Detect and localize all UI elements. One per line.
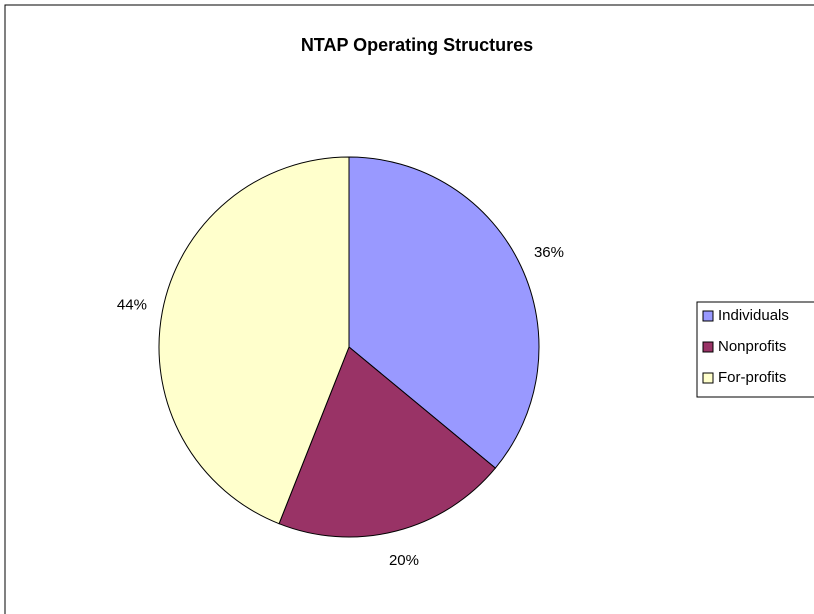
legend-label: Individuals — [718, 307, 789, 324]
legend-swatch — [702, 372, 714, 384]
legend-swatch — [702, 341, 714, 353]
legend-swatch — [702, 310, 714, 322]
chart-title: NTAP Operating Structures — [301, 35, 533, 55]
data-label: 44% — [117, 297, 147, 314]
pie-slice — [278, 346, 497, 538]
data-label: 36% — [534, 244, 564, 261]
data-label: 20% — [389, 552, 419, 569]
legend-label: Nonprofits — [718, 338, 786, 355]
legend-label: For-profits — [718, 369, 786, 386]
pie-slice — [158, 156, 350, 525]
legend-box — [696, 301, 814, 398]
pie-slice — [348, 156, 540, 469]
